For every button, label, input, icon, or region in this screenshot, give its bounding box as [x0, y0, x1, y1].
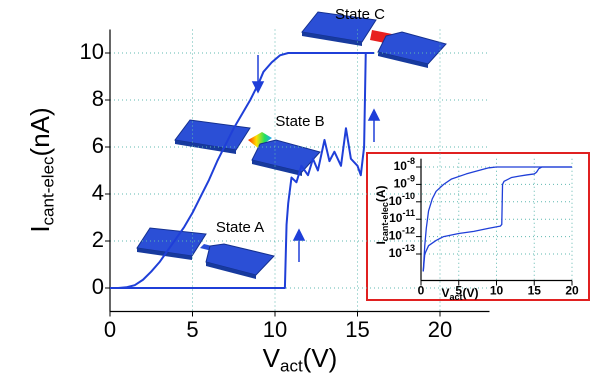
- axis-label-part: (V): [303, 343, 338, 373]
- axis-label-part: I: [25, 225, 55, 232]
- y-tick-label: 6: [92, 133, 104, 158]
- x-tick-label: 15: [528, 283, 542, 297]
- y-tick-label: 8: [92, 86, 104, 111]
- axis-label-part: V: [263, 343, 281, 373]
- axis-label-part: (A): [374, 185, 388, 202]
- annotation: State B: [275, 113, 324, 130]
- x-tick-label: 20: [428, 317, 452, 342]
- x-tick-label: 10: [263, 317, 287, 342]
- axis-label-part: act: [450, 292, 463, 302]
- annotation: State A: [216, 219, 264, 236]
- axis-label-part: cant-elec: [39, 156, 58, 225]
- annotation: State C: [335, 6, 385, 23]
- x-tick-label: 10: [490, 283, 504, 297]
- x-tick-label: 0: [104, 317, 116, 342]
- axis-label-part: (V): [463, 286, 479, 300]
- x-tick-label: 5: [186, 317, 198, 342]
- axis-label-part: V: [441, 286, 449, 300]
- axis-label-part: (nA): [25, 107, 55, 156]
- inset-frame: [367, 153, 589, 300]
- x-tick-label: 15: [345, 317, 369, 342]
- chart: 051015200246810Vact(V)Icant-elec(nA)Stat…: [0, 0, 593, 387]
- y-tick-label: 10: [80, 39, 104, 64]
- x-label: Vact(V): [263, 343, 338, 376]
- axis-label-part: act: [280, 357, 303, 376]
- x-tick-label: 20: [565, 283, 579, 297]
- axis-label-part: cant-elec: [380, 202, 390, 241]
- y-tick-label: 0: [92, 274, 104, 299]
- y-tick-label: 2: [92, 227, 104, 252]
- y-tick-label: 4: [92, 180, 104, 205]
- x-tick-label: 0: [418, 283, 425, 297]
- y-label: Icant-elec(nA): [25, 107, 58, 232]
